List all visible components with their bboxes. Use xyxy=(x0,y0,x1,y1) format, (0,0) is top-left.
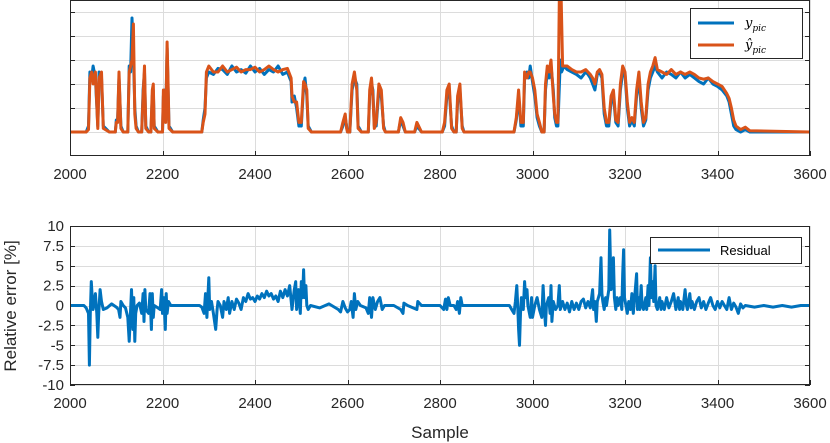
bottom-y-tick-labels: 10 7.5 5 2.5 0 -2.5 -5 -7.5 -10 xyxy=(38,218,64,394)
legend-subscript: pic xyxy=(752,46,766,56)
x-tick-label: 3600 xyxy=(793,395,826,412)
x-axis-label: Sample xyxy=(411,423,469,442)
y-tick-label: -5 xyxy=(51,337,64,354)
x-tick-label: 2600 xyxy=(331,395,364,412)
x-tick-label: 3200 xyxy=(608,166,641,183)
top-x-tick-labels: 2000 2200 2400 2600 2800 3000 3200 3400 3600 xyxy=(53,166,826,183)
bottom-axes-frame xyxy=(70,226,810,385)
x-tick-label: 3400 xyxy=(701,166,734,183)
legend-symbol: ŷ xyxy=(744,38,753,53)
y-tick-label: 0 xyxy=(56,298,64,315)
x-tick-label: 2000 xyxy=(53,395,86,412)
y-tick-label: 10 xyxy=(47,218,64,235)
legend-subscript: pic xyxy=(752,24,766,34)
bottom-x-tick-labels: 2000 2200 2400 2600 2800 3000 3200 3400 3600 xyxy=(53,395,826,412)
top-series-group xyxy=(70,0,810,134)
bottom-legend: Residual xyxy=(650,237,802,264)
x-tick-label: 3600 xyxy=(793,166,826,183)
y-axis-label: Relative error [%] xyxy=(1,240,20,371)
top-chart: 2000 2200 2400 2600 2800 3000 3200 3400 3600 ypi… xyxy=(53,0,827,183)
y-tick-label: 7.5 xyxy=(43,238,64,255)
series-line-1 xyxy=(70,228,810,367)
y-tick-label: 5 xyxy=(56,258,64,275)
x-tick-label: 2800 xyxy=(423,166,456,183)
legend-label: Residual xyxy=(720,243,771,258)
y-tick-label: -10 xyxy=(42,377,64,394)
y-tick-label: -2.5 xyxy=(38,317,64,334)
legend-symbol: y xyxy=(744,16,753,31)
x-tick-label: 3000 xyxy=(516,166,549,183)
legend-box xyxy=(690,8,803,59)
legend-label: ypic xyxy=(744,16,766,34)
x-tick-label: 2800 xyxy=(423,395,456,412)
y-tick-label: 2.5 xyxy=(43,278,64,295)
x-tick-label: 2200 xyxy=(146,166,179,183)
legend-label: ŷpic xyxy=(744,38,766,56)
x-tick-label: 2400 xyxy=(238,166,271,183)
bottom-series-group xyxy=(70,228,810,367)
x-tick-label: 2600 xyxy=(331,166,364,183)
top-axes-frame xyxy=(70,0,810,156)
y-tick-label: -7.5 xyxy=(38,357,64,374)
x-tick-label: 2000 xyxy=(53,166,86,183)
x-tick-label: 2400 xyxy=(238,395,271,412)
x-tick-label: 3200 xyxy=(608,395,641,412)
x-tick-label: 3000 xyxy=(516,395,549,412)
x-tick-label: 3400 xyxy=(701,395,734,412)
bottom-chart: 2000 2200 2400 2600 2800 3000 3200 3400 3600 10 7… xyxy=(1,218,827,442)
x-tick-label: 2200 xyxy=(146,395,179,412)
series-line-2 xyxy=(70,0,810,134)
